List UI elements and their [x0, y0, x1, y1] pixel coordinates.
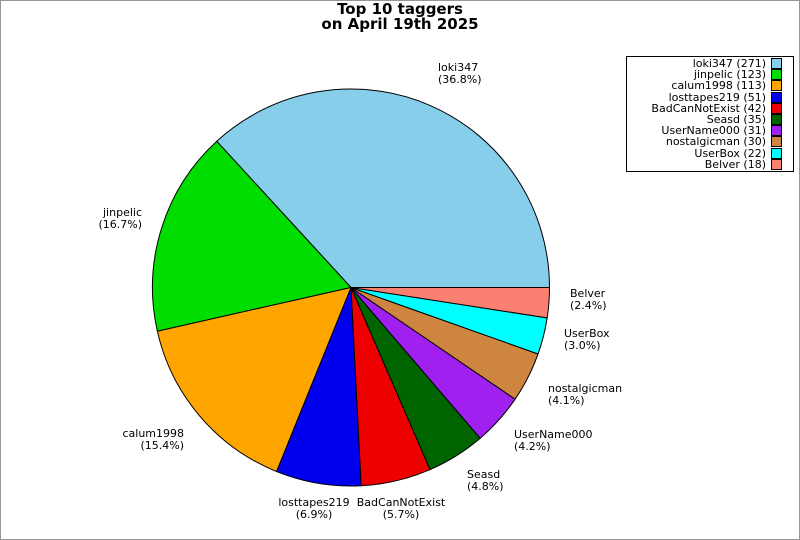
pie-slice-jinpelic [152, 140, 352, 332]
legend-label: Seasd (35) [706, 113, 766, 127]
slice-label-name: calum1998 [122, 427, 184, 440]
slice-label-name: Seasd [467, 468, 501, 481]
legend-swatch [771, 147, 782, 159]
slice-label-percent: (4.8%) [467, 479, 504, 493]
chart-title-line2: on April 19th 2025 [321, 14, 479, 33]
legend-label: loki347 (271) [692, 57, 766, 71]
slice-label-calum1998: calum1998 (15.4%) [122, 428, 184, 451]
legend-row-Seasd: Seasd (35) [627, 113, 782, 127]
chart-title: Top 10 taggers on April 19th 2025 [1, 2, 799, 31]
legend-swatch [771, 114, 782, 126]
slice-label-name: UserName000 [514, 428, 593, 441]
legend-row-UserName000: UserName000 (31) [627, 124, 782, 138]
slice-label-UserName000: UserName000 (4.2%) [514, 429, 593, 452]
legend-row-losttapes219: losttapes219 (51) [627, 90, 782, 104]
legend-label: jinpelic (123) [693, 68, 766, 82]
legend-row-Belver: Belver (18) [627, 157, 782, 171]
legend-label: calum1998 (113) [671, 79, 766, 93]
slice-label-percent: (4.1%) [548, 393, 585, 407]
slice-label-BadCanNotExist: BadCanNotExist (5.7%) [357, 497, 446, 520]
pie-slice-Belver [350, 287, 551, 319]
slice-label-name: jinpelic [103, 206, 142, 219]
pie-slice-loki347 [216, 88, 551, 288]
legend-label: UserBox (22) [694, 146, 766, 160]
slice-label-percent: (5.7%) [382, 507, 420, 521]
legend-swatch [771, 136, 782, 148]
slice-label-jinpelic: jinpelic (16.7%) [98, 207, 142, 230]
slice-label-Seasd: Seasd (4.8%) [467, 469, 504, 492]
legend-row-loki347: loki347 (271) [627, 57, 782, 71]
slice-label-percent: (16.7%) [98, 217, 142, 231]
legend-row-nostalgicman: nostalgicman (30) [627, 135, 782, 149]
legend-swatch [771, 58, 782, 70]
slice-label-Belver: Belver (2.4%) [570, 288, 607, 311]
slice-label-nostalgicman: nostalgicman (4.1%) [548, 383, 622, 406]
slice-label-loki347: loki347 (36.8%) [438, 62, 482, 85]
slice-label-name: losttapes219 [278, 496, 350, 509]
legend-label: Belver (18) [704, 157, 766, 171]
legend-swatch [771, 125, 782, 137]
legend-row-UserBox: UserBox (22) [627, 146, 782, 160]
legend-label: UserName000 (31) [661, 124, 766, 138]
chart-title-line1: Top 10 taggers [337, 0, 463, 18]
slice-label-name: loki347 [438, 61, 479, 74]
legend-swatch [771, 80, 782, 92]
slice-label-percent: (15.4%) [140, 438, 184, 452]
legend: loki347 (271) jinpelic (123) calum1998 (11… [626, 56, 794, 172]
legend-row-BadCanNotExist: BadCanNotExist (42) [627, 101, 782, 115]
slice-label-name: BadCanNotExist [356, 496, 446, 509]
legend-row-calum1998: calum1998 (113) [627, 79, 782, 93]
legend-label: losttapes219 (51) [668, 90, 766, 104]
legend-row-jinpelic: jinpelic (123) [627, 68, 782, 82]
legend-swatch [771, 102, 782, 114]
slice-label-percent: (6.9%) [295, 507, 333, 521]
pie-slice-calum1998 [156, 286, 352, 473]
legend-swatch [771, 91, 782, 103]
slice-label-losttapes219: losttapes219 (6.9%) [278, 497, 349, 520]
slice-label-name: UserBox [564, 327, 610, 340]
slice-label-UserBox: UserBox (3.0%) [564, 328, 610, 351]
slice-label-percent: (3.0%) [564, 338, 601, 352]
slice-label-percent: (36.8%) [438, 72, 482, 86]
legend-label: BadCanNotExist (42) [651, 101, 766, 115]
slice-label-name: nostalgicman [548, 382, 623, 395]
legend-swatch [771, 69, 782, 81]
legend-label: nostalgicman (30) [665, 135, 766, 149]
slice-label-percent: (2.4%) [570, 298, 607, 312]
slice-label-percent: (4.2%) [514, 439, 551, 453]
legend-swatch [771, 158, 782, 170]
slice-label-name: Belver [570, 287, 606, 300]
